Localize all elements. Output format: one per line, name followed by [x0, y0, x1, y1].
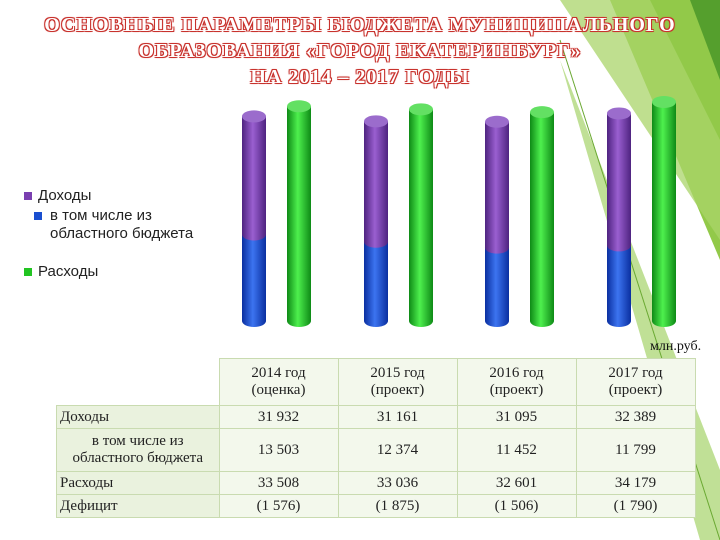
table-header-2014: 2014 год (оценка)	[218, 358, 339, 406]
legend-label-expenses: Расходы	[38, 263, 99, 280]
table-cell: 12 374	[337, 428, 458, 472]
table-cell: 34 179	[575, 471, 696, 495]
bar-expenses-3	[652, 96, 676, 327]
title-line-1: ОСНОВНЫЕ ПАРАМЕТРЫ БЮДЖЕТА МУНИЦИПАЛЬНОГ…	[44, 14, 676, 36]
row-label-line-1: в том числе из	[91, 433, 184, 449]
row-label: Дефицит	[56, 494, 220, 518]
row-label: Доходы	[56, 405, 220, 429]
table-row-income: Доходы 31 932 31 161 31 095 32 389	[56, 405, 696, 429]
table-header-2016: 2016 год (проект)	[456, 358, 577, 406]
legend-label-income: Доходы	[38, 187, 92, 204]
table-cell: 31 161	[337, 405, 458, 429]
table-cell: 32 389	[575, 405, 696, 429]
legend-swatch-regional	[34, 212, 42, 220]
table-cell: 31 095	[456, 405, 577, 429]
row-label-line-2: областного бюджета	[72, 450, 204, 466]
bar-income-2	[485, 115, 509, 254]
legend-label-regional-2: областного бюджета	[50, 225, 194, 242]
table-cell: 33 036	[337, 471, 458, 495]
table-cell: 11 452	[456, 428, 577, 472]
title-line-3: НА 2014 – 2017 ГОДЫ	[250, 66, 470, 88]
legend-item-regional: в том числе из областного бюджета	[22, 207, 222, 243]
table-cell: 33 508	[218, 471, 339, 495]
table-cell: (1 790)	[575, 494, 696, 518]
table-cell: 13 503	[218, 428, 339, 472]
header-year: 2017 год	[608, 365, 663, 381]
legend-label-regional-1: в том числе из	[50, 207, 152, 224]
bar-expenses-2	[530, 106, 554, 327]
table-cell: 31 932	[218, 405, 339, 429]
budget-table: 2014 год (оценка) 2015 год (проект) 2016 г…	[56, 358, 696, 518]
title-line-2: ОБРАЗОВАНИЯ «ГОРОД ЕКАТЕРИНБУРГ»	[138, 40, 582, 62]
bar-income-3	[607, 107, 631, 252]
bar-regional-0	[242, 234, 266, 327]
table-header-2017: 2017 год (проект)	[575, 358, 696, 406]
table-row-expenses: Расходы 33 508 33 036 32 601 34 179	[56, 471, 696, 495]
page-title: ОСНОВНЫЕ ПАРАМЕТРЫ БЮДЖЕТА МУНИЦИПАЛЬНОГ…	[30, 12, 690, 90]
header-status: (проект)	[489, 382, 544, 398]
table-cell: 11 799	[575, 428, 696, 472]
bars-group	[242, 96, 676, 327]
chart-legend: Доходы в том числе из областного бюджета…	[22, 187, 222, 283]
legend-swatch-expenses	[24, 268, 32, 276]
unit-label: млн.руб.	[650, 339, 702, 354]
table-row-regional: в том числе из областного бюджета 13 503 …	[56, 428, 696, 472]
bar-expenses-0	[287, 100, 311, 327]
table-row-deficit: Дефицит (1 576) (1 875) (1 506) (1 790)	[56, 494, 696, 518]
header-status: (проект)	[370, 382, 425, 398]
row-label: в том числе из областного бюджета	[56, 428, 220, 472]
header-year: 2014 год	[251, 365, 306, 381]
bar-regional-1	[364, 241, 388, 327]
bar-regional-3	[607, 245, 631, 327]
bar-income-0	[242, 110, 266, 241]
table-cell: (1 875)	[337, 494, 458, 518]
header-year: 2015 год	[370, 365, 425, 381]
header-status: (оценка)	[251, 382, 306, 398]
header-year: 2016 год	[489, 365, 544, 381]
legend-swatch-income	[24, 192, 32, 200]
legend-item-income: Доходы	[22, 187, 222, 205]
bar-expenses-1	[409, 103, 433, 327]
table-cell: 32 601	[456, 471, 577, 495]
header-status: (проект)	[608, 382, 663, 398]
bar-income-1	[364, 115, 388, 248]
table-cell: (1 576)	[218, 494, 339, 518]
table-corner	[57, 359, 220, 406]
table-cell: (1 506)	[456, 494, 577, 518]
table-header-2015: 2015 год (проект)	[337, 358, 458, 406]
bar-regional-2	[485, 247, 509, 327]
legend-item-expenses: Расходы	[22, 263, 222, 281]
row-label: Расходы	[56, 471, 220, 495]
